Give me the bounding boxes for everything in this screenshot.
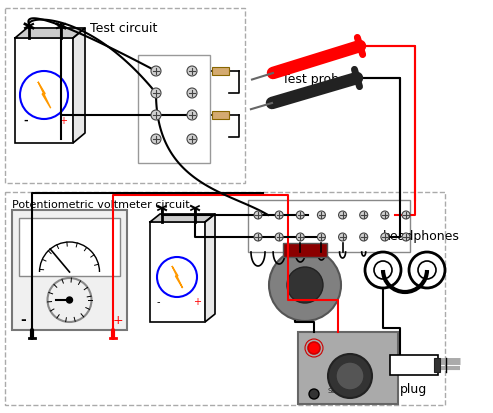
- Text: -: -: [23, 116, 28, 126]
- Circle shape: [360, 233, 368, 241]
- Polygon shape: [205, 214, 215, 322]
- Circle shape: [336, 362, 364, 390]
- Bar: [150, 222, 205, 322]
- Circle shape: [409, 252, 445, 288]
- Circle shape: [374, 261, 392, 279]
- Text: Sensitivity: Sensitivity: [328, 388, 364, 394]
- Circle shape: [381, 211, 389, 219]
- Bar: [212, 67, 229, 75]
- Circle shape: [339, 233, 347, 241]
- Circle shape: [381, 233, 389, 241]
- Circle shape: [151, 110, 161, 120]
- Text: +: +: [59, 116, 67, 126]
- Text: Test circuit: Test circuit: [90, 22, 157, 35]
- Polygon shape: [172, 266, 182, 288]
- Bar: [390, 355, 438, 375]
- Text: plug: plug: [400, 383, 427, 396]
- Circle shape: [418, 261, 436, 279]
- Bar: [248, 200, 410, 252]
- Circle shape: [47, 278, 92, 322]
- Circle shape: [20, 71, 68, 119]
- Text: -: -: [157, 297, 161, 307]
- Circle shape: [151, 66, 161, 76]
- Circle shape: [187, 134, 197, 144]
- Circle shape: [309, 389, 319, 399]
- Circle shape: [187, 110, 197, 120]
- Circle shape: [275, 233, 283, 241]
- Circle shape: [151, 134, 161, 144]
- Circle shape: [157, 257, 197, 297]
- Text: Test probes: Test probes: [282, 74, 353, 86]
- Text: +: +: [193, 297, 201, 307]
- Circle shape: [187, 88, 197, 98]
- Bar: [298, 332, 398, 404]
- Circle shape: [287, 267, 323, 303]
- Bar: [19, 218, 120, 276]
- Circle shape: [151, 88, 161, 98]
- Polygon shape: [150, 214, 215, 222]
- Circle shape: [254, 233, 262, 241]
- Circle shape: [187, 66, 197, 76]
- Text: Potentiometric voltmeter circuit: Potentiometric voltmeter circuit: [12, 200, 190, 210]
- Circle shape: [360, 211, 368, 219]
- Circle shape: [308, 342, 320, 354]
- Circle shape: [339, 211, 347, 219]
- Bar: [15, 38, 73, 143]
- Circle shape: [254, 211, 262, 219]
- Circle shape: [296, 233, 304, 241]
- Circle shape: [296, 211, 304, 219]
- Text: headphones: headphones: [383, 230, 460, 243]
- Bar: [212, 111, 229, 119]
- Bar: [283, 243, 327, 257]
- Circle shape: [402, 233, 410, 241]
- Bar: [5, 192, 445, 405]
- Text: -: -: [20, 313, 26, 327]
- Circle shape: [317, 211, 325, 219]
- Circle shape: [365, 252, 401, 288]
- Bar: [5, 8, 245, 183]
- Polygon shape: [38, 82, 51, 108]
- Bar: [434, 358, 440, 372]
- Polygon shape: [73, 28, 85, 143]
- Bar: [12, 210, 127, 330]
- Circle shape: [67, 297, 72, 303]
- Polygon shape: [15, 28, 85, 38]
- Bar: [138, 55, 210, 163]
- Circle shape: [402, 211, 410, 219]
- Text: +: +: [113, 313, 124, 327]
- Circle shape: [269, 249, 341, 321]
- Circle shape: [317, 233, 325, 241]
- Circle shape: [328, 354, 372, 398]
- Circle shape: [275, 211, 283, 219]
